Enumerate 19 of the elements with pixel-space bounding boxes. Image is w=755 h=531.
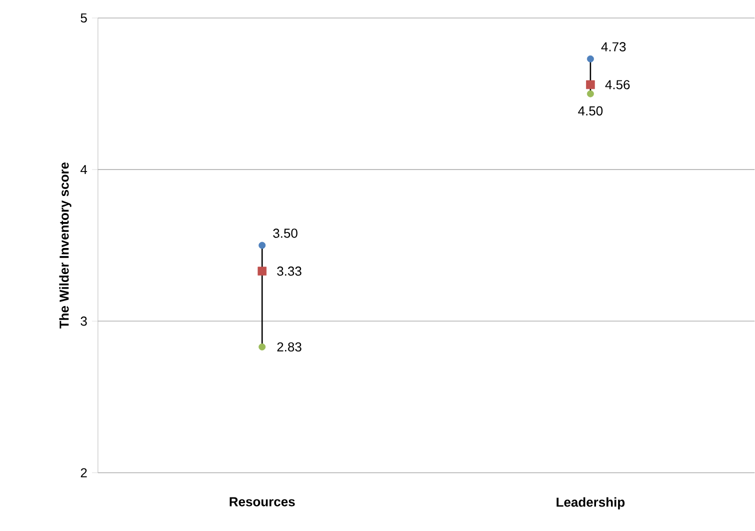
point bbox=[586, 56, 594, 63]
point bbox=[586, 90, 594, 98]
data-label: 3.50 bbox=[273, 228, 298, 238]
point bbox=[258, 242, 266, 249]
x-tick-label: Leadership bbox=[556, 497, 625, 510]
y-tick-label: 2 bbox=[80, 468, 87, 478]
data-label: 4.73 bbox=[601, 42, 626, 52]
point bbox=[586, 80, 595, 90]
data-label: 3.33 bbox=[277, 266, 302, 276]
data-label: 2.83 bbox=[277, 342, 302, 352]
y-tick-label: 4 bbox=[80, 165, 88, 174]
data-label: 4.50 bbox=[578, 106, 603, 116]
data-label: 4.56 bbox=[605, 80, 630, 90]
y-axis-title: The Wilder Inventory score bbox=[59, 162, 72, 329]
y-tick-label: 5 bbox=[80, 14, 87, 23]
x-tick-label: Resources bbox=[230, 497, 295, 506]
y-tick-label: 3 bbox=[80, 316, 87, 326]
point bbox=[258, 266, 267, 276]
point bbox=[258, 344, 266, 351]
